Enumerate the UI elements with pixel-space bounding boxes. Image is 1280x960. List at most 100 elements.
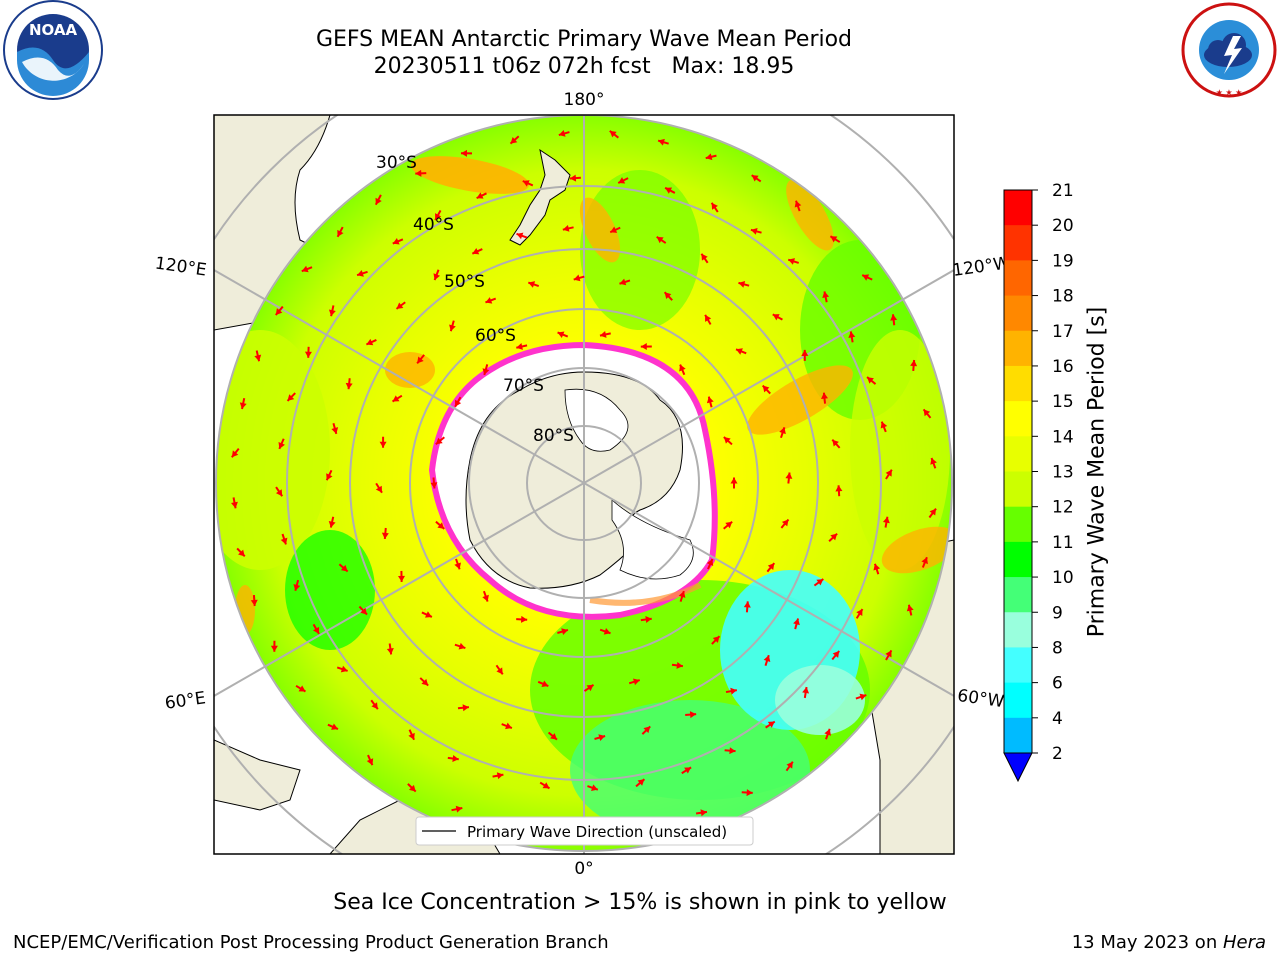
colorbar-segment — [1004, 682, 1032, 719]
wave-arrow-head — [496, 667, 503, 675]
wave-arrow-head — [676, 661, 683, 669]
wave-arrow-head — [337, 229, 344, 237]
colorbar: 21 20 19 18 17 16 15 14 13 12 11 10 9 8 6 4 2 — [1003, 181, 1074, 783]
wave-arrow-head — [424, 611, 432, 618]
wave-arrow-head — [885, 650, 892, 658]
wave-arrow-head — [921, 557, 928, 565]
wave-arrow-head — [485, 297, 493, 304]
weddell-ice-shelf — [611, 499, 694, 580]
wave-arrow-head — [689, 711, 697, 719]
wave-arrow-head — [522, 180, 530, 187]
wave-arrow-head — [278, 441, 285, 449]
wave-arrow-head — [433, 273, 441, 281]
wave-arrow-head — [472, 247, 480, 255]
wave-arrow-head — [528, 281, 536, 288]
wave-arrow-head — [723, 437, 731, 444]
wave-arrow-head — [328, 520, 336, 528]
wave-arrow-head — [392, 395, 400, 402]
wave-arrow-head — [293, 584, 301, 591]
wave-arrow-head — [386, 648, 394, 655]
wave-arrow-head — [239, 402, 247, 410]
colorbar-segment — [1004, 541, 1032, 578]
wave-arrow-head — [520, 615, 528, 623]
wave-arrow-head — [392, 238, 400, 245]
wave-arrow-head — [700, 809, 707, 817]
wave-arrow-head — [396, 302, 404, 309]
colorbar-tick-label: 17 — [1052, 322, 1074, 342]
wave-arrow-head — [421, 678, 429, 686]
wave-arrow-head — [725, 521, 733, 529]
lat-label-50s: 50°S — [444, 272, 485, 292]
colorbar-tick-label: 19 — [1052, 251, 1074, 271]
wave-direction-arrows — [231, 130, 937, 836]
wave-arrow-head — [822, 291, 830, 299]
lon-label-60e: 60°E — [164, 688, 207, 713]
wave-arrow-head — [882, 516, 890, 524]
wave-arrow-head — [417, 356, 424, 364]
wave-arrow-head — [408, 784, 416, 792]
wave-arrow-head — [856, 609, 863, 616]
wave-arrow-head — [751, 175, 759, 182]
colorbar-tick-label: 21 — [1052, 181, 1074, 201]
wave-arrow-head — [331, 723, 338, 730]
wave-arrow-head — [326, 473, 333, 481]
wave-arrow-head — [254, 354, 262, 362]
wave-arrow-head — [729, 747, 736, 755]
wave-arrow-head — [462, 704, 469, 712]
wave-arrow-head — [706, 559, 714, 566]
wave-arrow-head — [794, 200, 802, 208]
wave-arrow-head — [381, 532, 389, 539]
wave-arrow-head — [496, 772, 504, 780]
colorbar-segment — [1004, 260, 1032, 297]
wave-arrow-head — [664, 292, 672, 299]
legend-label: Primary Wave Direction (unscaled) — [467, 823, 727, 841]
wave-arrow-head — [340, 564, 348, 572]
wave-arrow-head — [304, 351, 312, 358]
wave-arrow-head — [250, 599, 258, 606]
colorbar-tick-label: 9 — [1052, 603, 1063, 623]
noaa-logo-text: NOAA — [29, 21, 78, 39]
wave-arrow-head — [375, 197, 382, 205]
wave-arrow-head — [328, 309, 336, 317]
noaa-logo: NOAA — [3, 0, 103, 100]
wave-arrow-head — [275, 308, 283, 316]
wave-arrow-head — [231, 450, 239, 458]
wave-arrow-head — [312, 626, 320, 634]
footer-date-text: 13 May 2023 on — [1071, 932, 1223, 953]
lon-label-0: 0° — [574, 859, 593, 879]
wave-arrow-head — [516, 343, 523, 350]
wave-arrow-head — [619, 278, 627, 286]
wave-arrow-head — [706, 396, 714, 404]
map-frame — [213, 114, 955, 855]
colorbar-segment — [1004, 436, 1032, 472]
wave-arrow-head — [929, 508, 936, 516]
colorbar-tick-label: 14 — [1052, 427, 1074, 447]
wave-arrow-head — [750, 228, 758, 235]
colorbar-tick-label: 15 — [1052, 392, 1074, 412]
wave-arrow-head — [821, 392, 829, 400]
wave-arrow-head — [830, 533, 838, 541]
wave-arrow-head — [569, 174, 577, 182]
chart-subtitle: 20230511 t06z 072h fcst Max: 18.95 — [373, 54, 795, 79]
wave-arrow-head — [557, 331, 565, 338]
colorbar-segment — [1004, 190, 1032, 226]
map-legend: Primary Wave Direction (unscaled) — [415, 816, 754, 846]
wave-arrow-head — [705, 314, 712, 322]
wave-arrow-head — [802, 687, 810, 694]
wave-arrow-head — [640, 343, 647, 351]
colorbar-tick-label: 20 — [1052, 216, 1074, 236]
wave-arrow-head — [562, 224, 570, 232]
wave-arrow-head — [832, 650, 840, 658]
wave-arrow-head — [275, 489, 283, 497]
wave-arrow-head — [454, 399, 462, 407]
wave-arrow-head — [890, 314, 898, 321]
wave-arrow-head — [287, 394, 295, 401]
wave-arrow-head — [730, 687, 737, 695]
wave-arrow-head — [711, 202, 718, 210]
wave-arrow-head — [610, 226, 618, 233]
wave-arrow-head — [238, 549, 245, 557]
wave-arrow-head — [435, 213, 442, 221]
wave-arrow-head — [435, 437, 443, 445]
colorbar-tick-label: 8 — [1052, 638, 1063, 658]
wave-arrow-head — [832, 439, 839, 447]
